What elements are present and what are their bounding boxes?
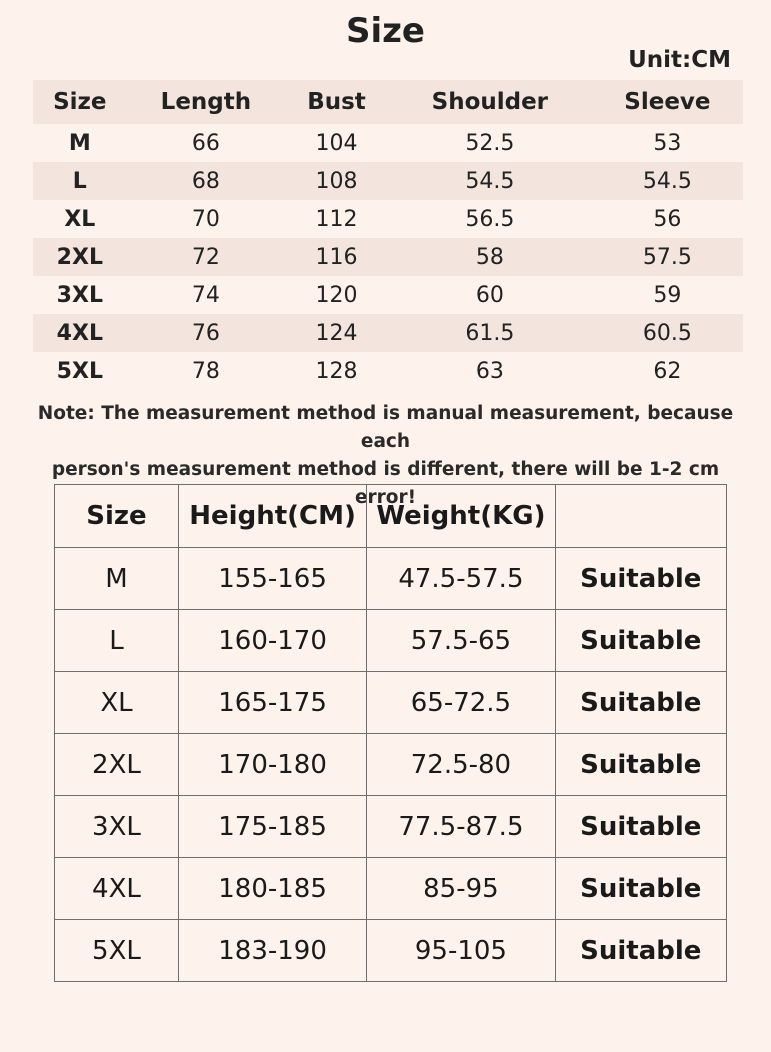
cell-weight: 72.5-80 (366, 733, 556, 796)
measurement-note: Note: The measurement method is manual m… (20, 400, 751, 512)
cell-weight: 95-105 (366, 919, 556, 982)
header-size: Size (54, 484, 179, 548)
cell-bust: 116 (285, 238, 388, 276)
page-title: Size (346, 11, 425, 51)
cell-shoulder: 63 (475, 358, 504, 384)
cell-shoulder: 61.5 (387, 314, 592, 352)
cell-size: M (54, 547, 179, 610)
header-blank (554, 484, 728, 548)
note-line-1: Note: The measurement method is manual m… (37, 403, 734, 452)
header-length: Length (126, 80, 286, 124)
cell-length: 68 (126, 162, 286, 200)
cell-size: 3XL (56, 282, 103, 308)
table-row: 4XL 76 124 61.5 60.5 (33, 314, 743, 352)
cell-sleeve: 57.5 (591, 238, 743, 276)
cell-shoulder: 58 (387, 238, 592, 276)
cell-sleeve: 62 (653, 358, 682, 384)
measurement-table-header-row: Size Length Bust Shoulder Sleeve (33, 80, 743, 124)
header-weight: Weight(KG) (366, 484, 556, 548)
table-row: XL 165-175 65-72.5 Suitable (54, 671, 728, 734)
table-row: 5XL 183-190 95-105 Suitable (54, 919, 728, 982)
table-row: M 66 104 52.5 53 (33, 124, 743, 162)
cell-length: 70 (191, 206, 220, 232)
table-row: L 160-170 57.5-65 Suitable (54, 609, 728, 672)
cell-bust: 120 (315, 282, 358, 308)
cell-suitable: Suitable (554, 857, 728, 920)
cell-suitable: Suitable (554, 919, 728, 982)
cell-height: 175-185 (177, 795, 368, 858)
measurement-table: Size Length Bust Shoulder Sleeve M 66 10… (33, 80, 743, 390)
cell-suitable: Suitable (554, 795, 728, 858)
cell-size: 3XL (54, 795, 179, 858)
cell-height: 165-175 (177, 671, 368, 734)
table-row: 4XL 180-185 85-95 Suitable (54, 857, 728, 920)
cell-sleeve: 60.5 (591, 314, 743, 352)
cell-size: XL (54, 671, 179, 734)
cell-weight: 57.5-65 (366, 609, 556, 672)
table-row: 3XL 74 120 60 59 (33, 276, 743, 314)
cell-shoulder: 56.5 (465, 206, 515, 232)
cell-height: 170-180 (177, 733, 368, 796)
cell-size: 2XL (33, 238, 127, 276)
cell-length: 78 (191, 358, 220, 384)
table-row: XL 70 112 56.5 56 (33, 200, 743, 238)
cell-bust: 128 (315, 358, 358, 384)
table-row: 5XL 78 128 63 62 (33, 352, 743, 390)
header-shoulder: Shoulder (387, 80, 592, 124)
cell-length: 66 (191, 130, 220, 156)
cell-sleeve: 56 (653, 206, 682, 232)
cell-height: 160-170 (177, 609, 368, 672)
cell-length: 72 (126, 238, 286, 276)
table-row: L 68 108 54.5 54.5 (33, 162, 743, 200)
cell-size: 2XL (54, 733, 179, 796)
header-sleeve: Sleeve (591, 80, 743, 124)
cell-size: XL (64, 206, 96, 232)
fit-table-header-row: Size Height(CM) Weight(KG) (54, 484, 728, 548)
cell-sleeve: 54.5 (591, 162, 743, 200)
table-row: M 155-165 47.5-57.5 Suitable (54, 547, 728, 610)
cell-bust: 112 (315, 206, 358, 232)
cell-suitable: Suitable (554, 609, 728, 672)
fit-table: Size Height(CM) Weight(KG) M 155-165 47.… (54, 484, 728, 982)
cell-weight: 65-72.5 (366, 671, 556, 734)
table-row: 2XL 72 116 58 57.5 (33, 238, 743, 276)
cell-suitable: Suitable (554, 733, 728, 796)
cell-weight: 85-95 (366, 857, 556, 920)
table-row: 2XL 170-180 72.5-80 Suitable (54, 733, 728, 796)
cell-suitable: Suitable (554, 547, 728, 610)
cell-size: 4XL (33, 314, 127, 352)
header-bust: Bust (285, 80, 388, 124)
cell-size: M (68, 130, 91, 156)
cell-bust: 104 (315, 130, 358, 156)
cell-bust: 124 (285, 314, 388, 352)
cell-length: 76 (126, 314, 286, 352)
cell-shoulder: 52.5 (465, 130, 515, 156)
cell-weight: 47.5-57.5 (366, 547, 556, 610)
cell-sleeve: 53 (653, 130, 682, 156)
cell-size: 4XL (54, 857, 179, 920)
header-size: Size (33, 80, 127, 124)
cell-bust: 108 (285, 162, 388, 200)
cell-weight: 77.5-87.5 (366, 795, 556, 858)
cell-height: 183-190 (177, 919, 368, 982)
cell-size: 5XL (54, 919, 179, 982)
cell-sleeve: 59 (653, 282, 682, 308)
table-row: 3XL 175-185 77.5-87.5 Suitable (54, 795, 728, 858)
cell-shoulder: 54.5 (387, 162, 592, 200)
cell-shoulder: 60 (475, 282, 504, 308)
cell-size: L (33, 162, 127, 200)
header-height: Height(CM) (177, 484, 368, 548)
cell-height: 180-185 (177, 857, 368, 920)
unit-label: Unit:CM (628, 47, 731, 73)
cell-height: 155-165 (177, 547, 368, 610)
cell-suitable: Suitable (554, 671, 728, 734)
cell-size: 5XL (56, 358, 103, 384)
cell-size: L (54, 609, 179, 672)
cell-length: 74 (191, 282, 220, 308)
